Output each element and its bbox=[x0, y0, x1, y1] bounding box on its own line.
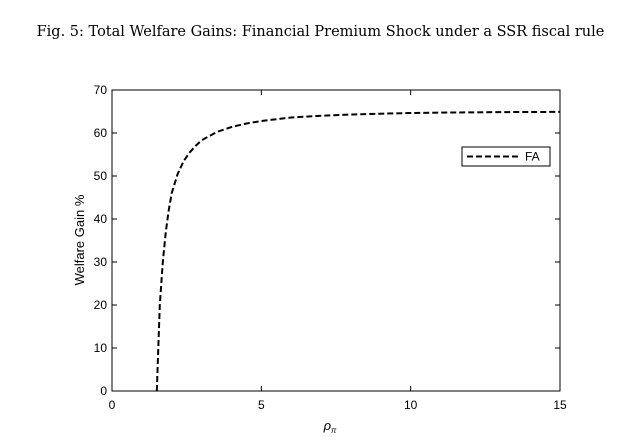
x-axis-label: ρπ bbox=[323, 418, 337, 435]
y-tick-label: 20 bbox=[94, 298, 108, 312]
figure-title: Fig. 5: Total Welfare Gains: Financial P… bbox=[36, 24, 605, 40]
series-layer bbox=[155, 110, 561, 392]
ticks: 0 5 10 15 0 10 20 30 40 50 60 70 bbox=[94, 83, 567, 412]
axis-labels: Welfare Gain % ρπ bbox=[72, 194, 337, 435]
axes bbox=[111, 89, 561, 392]
x-tick-label: 0 bbox=[109, 398, 116, 412]
y-axis-label: Welfare Gain % bbox=[72, 194, 87, 285]
x-tick-label: 5 bbox=[258, 398, 265, 412]
series-line bbox=[155, 110, 561, 392]
y-tick-label: 30 bbox=[94, 255, 108, 269]
y-tick-label: 10 bbox=[94, 341, 108, 355]
y-tick-label: 60 bbox=[94, 126, 108, 140]
x-tick-label: 10 bbox=[404, 398, 418, 412]
plot-frame bbox=[111, 89, 561, 392]
y-tick-label: 70 bbox=[94, 83, 108, 97]
legend-label: FA bbox=[525, 150, 540, 164]
legend: FA bbox=[461, 146, 551, 167]
y-tick-label: 40 bbox=[94, 212, 108, 226]
x-tick-label: 15 bbox=[553, 398, 567, 412]
x-axis-label-subscript: π bbox=[331, 426, 337, 435]
x-axis-label-symbol: ρ bbox=[323, 418, 332, 433]
y-tick-label: 50 bbox=[94, 169, 108, 183]
y-tick-label: 0 bbox=[100, 384, 107, 398]
